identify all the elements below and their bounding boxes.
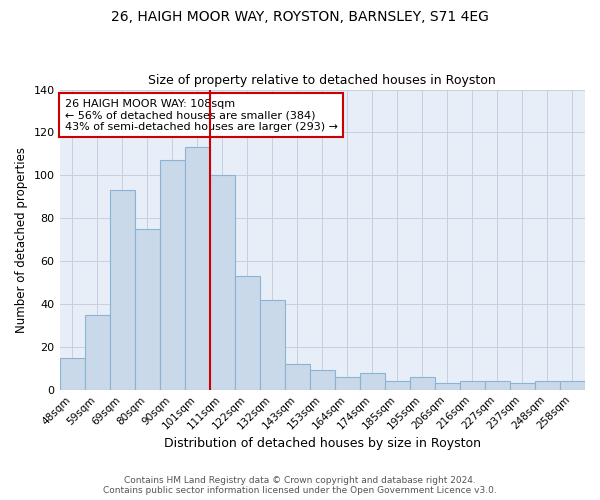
- Bar: [560, 381, 585, 390]
- Bar: [59, 358, 85, 390]
- Bar: [285, 364, 310, 390]
- Bar: [510, 384, 535, 390]
- Bar: [134, 229, 160, 390]
- Bar: [110, 190, 134, 390]
- X-axis label: Distribution of detached houses by size in Royston: Distribution of detached houses by size …: [164, 437, 481, 450]
- Bar: [435, 384, 460, 390]
- Y-axis label: Number of detached properties: Number of detached properties: [15, 146, 28, 332]
- Bar: [460, 381, 485, 390]
- Bar: [85, 314, 110, 390]
- Bar: [535, 381, 560, 390]
- Text: 26, HAIGH MOOR WAY, ROYSTON, BARNSLEY, S71 4EG: 26, HAIGH MOOR WAY, ROYSTON, BARNSLEY, S…: [111, 10, 489, 24]
- Bar: [310, 370, 335, 390]
- Bar: [385, 381, 410, 390]
- Text: Contains HM Land Registry data © Crown copyright and database right 2024.
Contai: Contains HM Land Registry data © Crown c…: [103, 476, 497, 495]
- Bar: [209, 176, 235, 390]
- Bar: [360, 372, 385, 390]
- Bar: [410, 377, 435, 390]
- Bar: [185, 148, 209, 390]
- Text: 26 HAIGH MOOR WAY: 108sqm
← 56% of detached houses are smaller (384)
43% of semi: 26 HAIGH MOOR WAY: 108sqm ← 56% of detac…: [65, 98, 338, 132]
- Bar: [160, 160, 185, 390]
- Bar: [335, 377, 360, 390]
- Bar: [260, 300, 285, 390]
- Bar: [235, 276, 260, 390]
- Bar: [485, 381, 510, 390]
- Title: Size of property relative to detached houses in Royston: Size of property relative to detached ho…: [148, 74, 496, 87]
